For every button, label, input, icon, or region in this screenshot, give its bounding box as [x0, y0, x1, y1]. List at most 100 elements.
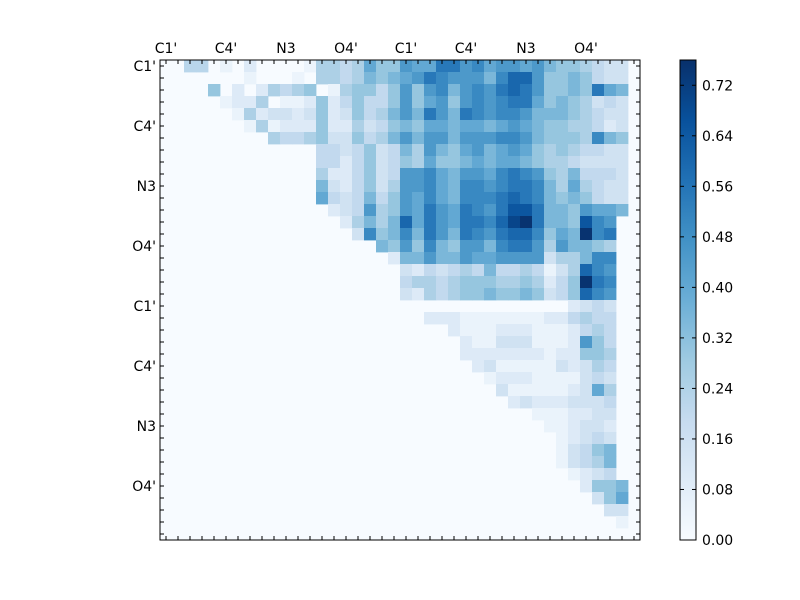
heatmap-cell [604, 72, 617, 85]
heatmap-cell [472, 180, 485, 193]
heatmap-cell [460, 108, 473, 121]
heatmap-cell [376, 96, 389, 109]
heatmap-cell [556, 432, 569, 445]
heatmap-cell [292, 132, 305, 145]
heatmap-cell [316, 96, 329, 109]
heatmap-cell [424, 216, 437, 229]
heatmap-cell [508, 204, 521, 217]
heatmap-cell [544, 120, 557, 133]
heatmap-cell [592, 72, 605, 85]
heatmap-cell [580, 84, 593, 97]
heatmap-cell [388, 252, 401, 265]
heatmap-cell [316, 72, 329, 85]
heatmap-cell [496, 276, 509, 289]
heatmap-cell [592, 192, 605, 205]
heatmap-cell [556, 360, 569, 373]
heatmap-cell [436, 312, 449, 325]
heatmap-cell [412, 60, 425, 73]
heatmap-cell [520, 276, 533, 289]
heatmap-cell [364, 228, 377, 241]
heatmap-cell [508, 384, 521, 397]
heatmap-cell [316, 144, 329, 157]
heatmap-cell [436, 228, 449, 241]
heatmap-cell [256, 108, 269, 121]
heatmap-cell [604, 336, 617, 349]
heatmap-cell [556, 372, 569, 385]
heatmap-cell [424, 168, 437, 181]
colorbar-tick-label: 0.08 [702, 482, 733, 498]
heatmap-cell [556, 132, 569, 145]
heatmap-cell [292, 84, 305, 97]
heatmap-cell [364, 204, 377, 217]
heatmap-cell [592, 132, 605, 145]
heatmap-cell [472, 156, 485, 169]
heatmap-cell [544, 360, 557, 373]
heatmap-cell [400, 108, 413, 121]
heatmap-cell [352, 84, 365, 97]
heatmap-cell [496, 336, 509, 349]
heatmap-cell [472, 120, 485, 133]
heatmap-cell [448, 264, 461, 277]
heatmap-cell [340, 132, 353, 145]
heatmap-cell [448, 84, 461, 97]
heatmap-cell [532, 228, 545, 241]
heatmap-cell [556, 60, 569, 73]
heatmap-cell [580, 144, 593, 157]
heatmap-cell [412, 276, 425, 289]
heatmap-cell [580, 204, 593, 217]
heatmap-cell [520, 252, 533, 265]
heatmap-cell [496, 180, 509, 193]
heatmap-cell [580, 228, 593, 241]
heatmap-cell [352, 180, 365, 193]
heatmap-cell [556, 180, 569, 193]
heatmap-cell [604, 264, 617, 277]
y-tick-label: C4' [133, 119, 156, 135]
heatmap-cell [604, 192, 617, 205]
x-tick-label: O4' [574, 41, 598, 57]
heatmap-cell [400, 288, 413, 301]
heatmap-cell [472, 168, 485, 181]
heatmap-cell [424, 180, 437, 193]
colorbar-tick-label: 0.32 [702, 331, 733, 347]
heatmap-cell [364, 168, 377, 181]
heatmap-cell [424, 228, 437, 241]
heatmap-cell [340, 108, 353, 121]
heatmap-cell [544, 324, 557, 337]
heatmap-cell [328, 60, 341, 73]
heatmap-cell [292, 96, 305, 109]
heatmap-cell [568, 348, 581, 361]
heatmap-cell [532, 372, 545, 385]
heatmap-cell [568, 228, 581, 241]
heatmap-cell [520, 240, 533, 253]
heatmap-cell [352, 120, 365, 133]
heatmap-cell [604, 384, 617, 397]
heatmap-cell [328, 120, 341, 133]
heatmap-cell [592, 420, 605, 433]
heatmap-cell [508, 108, 521, 121]
heatmap-cell [616, 72, 629, 85]
heatmap-cell [244, 96, 257, 109]
heatmap-cell [544, 252, 557, 265]
heatmap-cell [604, 480, 617, 493]
heatmap-cell [544, 312, 557, 325]
heatmap-cell [496, 204, 509, 217]
heatmap-cell [340, 144, 353, 157]
heatmap-cell [496, 216, 509, 229]
heatmap-cell [184, 60, 197, 73]
heatmap-cell [568, 156, 581, 169]
heatmap-cell [424, 312, 437, 325]
heatmap-cell [304, 60, 317, 73]
heatmap-cell [532, 216, 545, 229]
heatmap-cell [436, 132, 449, 145]
heatmap-cell [604, 348, 617, 361]
heatmap-cell [256, 96, 269, 109]
heatmap-cell [460, 252, 473, 265]
heatmap-cell [388, 240, 401, 253]
heatmap-cell [436, 288, 449, 301]
heatmap-cell [376, 192, 389, 205]
heatmap-cell [580, 384, 593, 397]
heatmap-cell [532, 180, 545, 193]
colorbar-tick-label: 0.24 [702, 381, 733, 397]
heatmap-cell [328, 84, 341, 97]
heatmap-cell [592, 456, 605, 469]
